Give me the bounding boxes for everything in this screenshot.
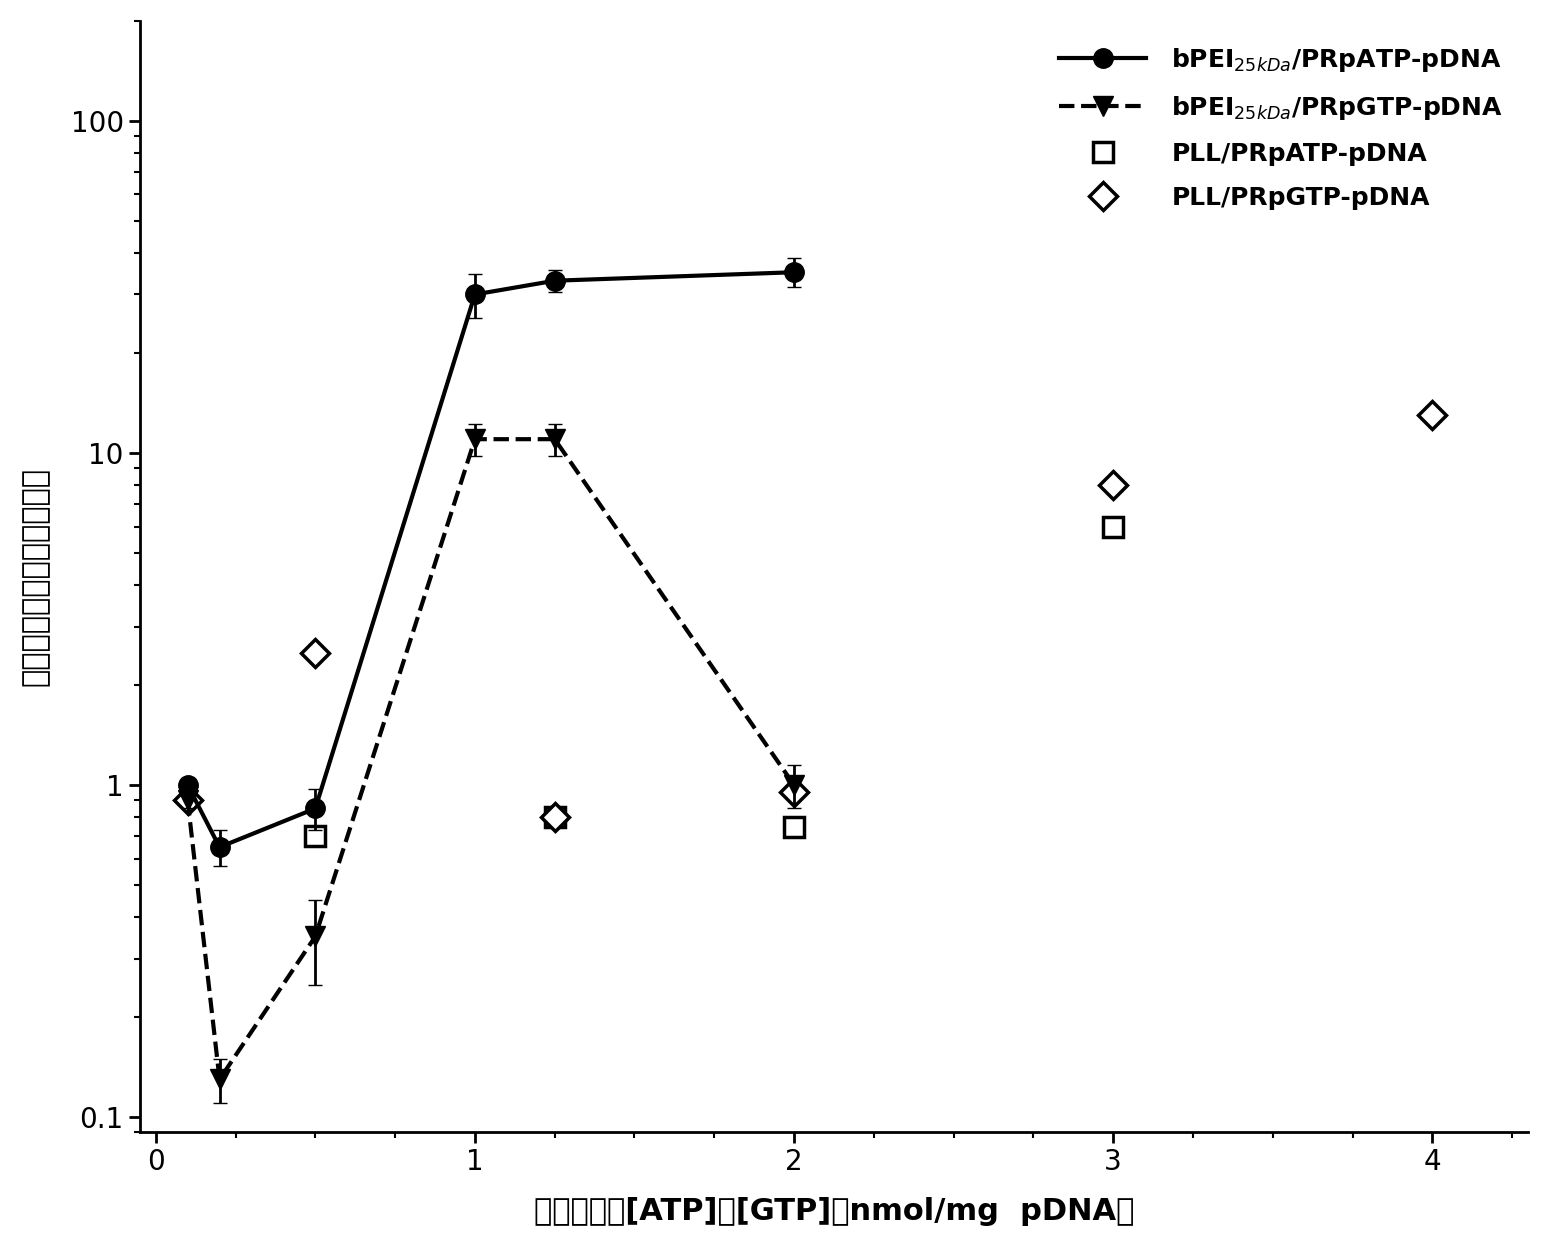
PLL/PRpGTP-pDNA [785, 784, 804, 799]
X-axis label: 复合物中的[ATP]或[GTP]（nmol/mg  pDNA）: 复合物中的[ATP]或[GTP]（nmol/mg pDNA） [534, 1197, 1134, 1226]
PLL/PRpATP-pDNA [545, 809, 564, 824]
PLL/PRpATP-pDNA [307, 829, 325, 844]
PLL/PRpATP-pDNA [1104, 519, 1123, 534]
Legend: bPEI$_{25 kDa}$/PRpATP-pDNA, bPEI$_{25 kDa}$/PRpGTP-pDNA, PLL/PRpATP-pDNA, PLL/P: bPEI$_{25 kDa}$/PRpATP-pDNA, bPEI$_{25 k… [1046, 34, 1515, 222]
Line: PLL/PRpGTP-pDNA: PLL/PRpGTP-pDNA [178, 405, 1442, 827]
PLL/PRpGTP-pDNA [545, 809, 564, 824]
PLL/PRpGTP-pDNA [1424, 408, 1442, 423]
PLL/PRpGTP-pDNA [178, 793, 197, 808]
Y-axis label: 正交化的转染效率（折线）: 正交化的转染效率（折线） [20, 468, 50, 686]
PLL/PRpATP-pDNA [785, 819, 804, 834]
PLL/PRpGTP-pDNA [307, 646, 325, 661]
PLL/PRpGTP-pDNA [1104, 478, 1123, 493]
Line: PLL/PRpATP-pDNA: PLL/PRpATP-pDNA [305, 518, 1123, 847]
